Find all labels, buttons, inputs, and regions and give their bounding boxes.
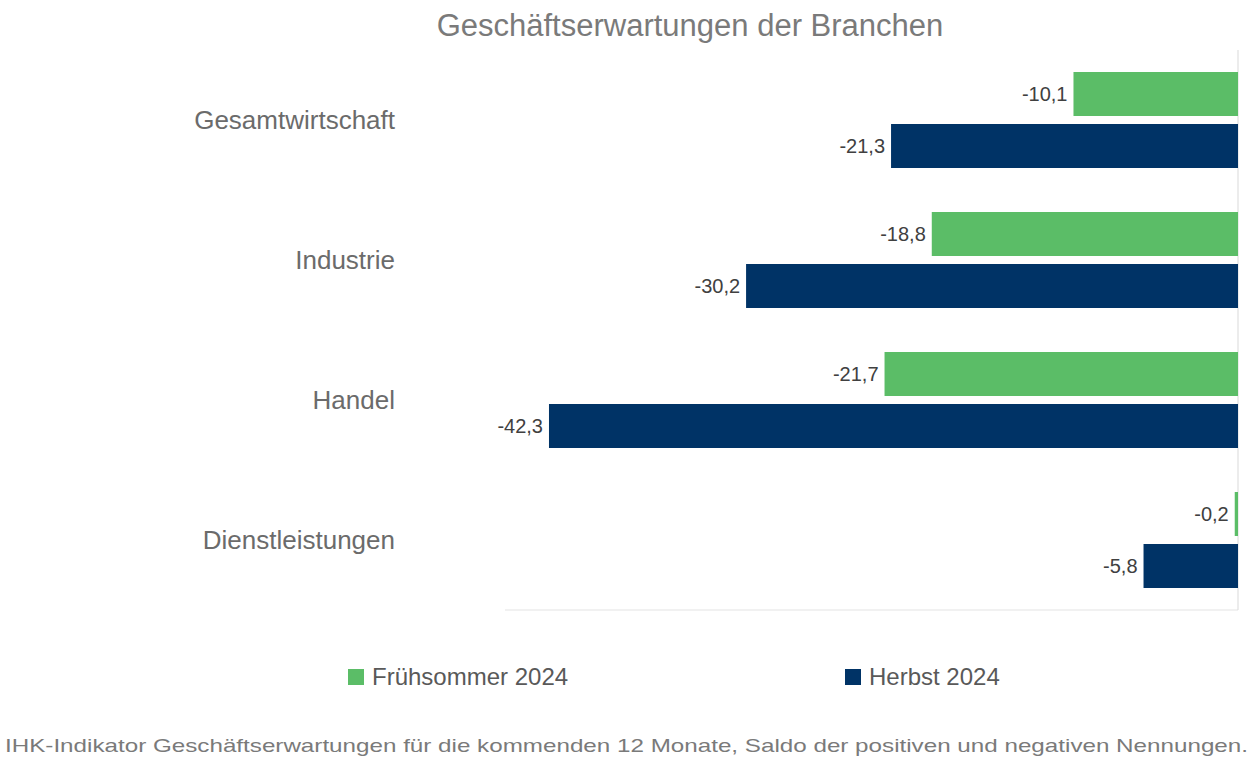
- x-axis: [505, 610, 1238, 611]
- data-label: -18,8: [880, 223, 926, 245]
- bar: [891, 124, 1238, 168]
- title: Geschäftserwartungen der Branchen: [437, 8, 944, 43]
- data-label: -30,2: [694, 275, 740, 297]
- chart: Geschäftserwartungen der Branchen Gesamtw…: [0, 0, 1253, 763]
- bar: [885, 352, 1238, 396]
- legend-swatch: [348, 669, 364, 685]
- data-label: -42,3: [497, 415, 543, 437]
- bar: [932, 212, 1238, 256]
- category-label: Gesamtwirtschaft: [194, 105, 396, 135]
- legend-swatch: [845, 669, 861, 685]
- labels: Gesamtwirtschaft -10,1 -21,3 Industrie -18,8…: [194, 83, 1229, 577]
- legend-item: Herbst 2024: [845, 663, 1000, 690]
- legend-label: Herbst 2024: [869, 663, 1000, 690]
- data-label: -21,7: [833, 363, 879, 385]
- category-label: Handel: [313, 385, 395, 415]
- bar: [1235, 492, 1238, 536]
- legend-item: Frühsommer 2024: [348, 663, 568, 690]
- data-label: -21,3: [839, 135, 885, 157]
- category-label: Industrie: [295, 245, 395, 275]
- data-label: -10,1: [1022, 83, 1068, 105]
- caption: IHK-Indikator Geschäftserwartungen für d…: [5, 735, 1248, 756]
- bar: [1144, 544, 1238, 588]
- bar: [1073, 72, 1238, 116]
- bar: [549, 404, 1238, 448]
- data-label: -5,8: [1103, 555, 1137, 577]
- data-label: -0,2: [1194, 503, 1228, 525]
- bars: [549, 72, 1238, 588]
- bar: [746, 264, 1238, 308]
- legend-label: Frühsommer 2024: [372, 663, 568, 690]
- category-label: Dienstleistungen: [203, 525, 395, 555]
